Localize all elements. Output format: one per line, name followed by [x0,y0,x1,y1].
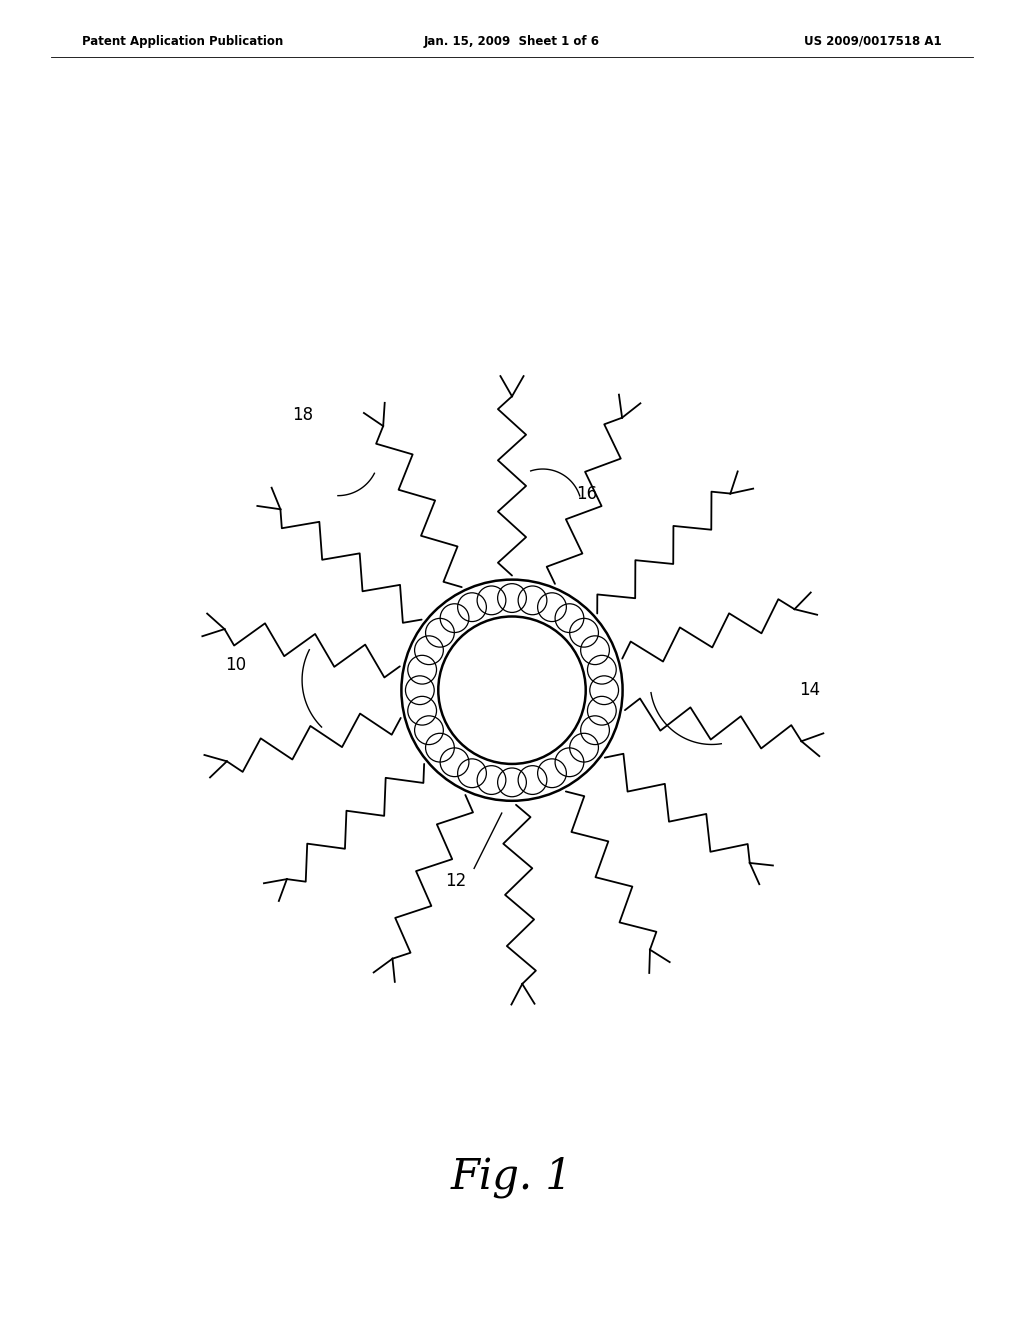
Text: 14: 14 [799,681,820,700]
Text: Patent Application Publication: Patent Application Publication [82,34,284,48]
Text: 10: 10 [224,656,246,673]
Text: US 2009/0017518 A1: US 2009/0017518 A1 [805,34,942,48]
Text: 16: 16 [577,484,598,503]
Text: 18: 18 [292,407,313,424]
Text: Fig. 1: Fig. 1 [451,1155,573,1197]
Text: 12: 12 [445,873,467,891]
Text: Jan. 15, 2009  Sheet 1 of 6: Jan. 15, 2009 Sheet 1 of 6 [424,34,600,48]
